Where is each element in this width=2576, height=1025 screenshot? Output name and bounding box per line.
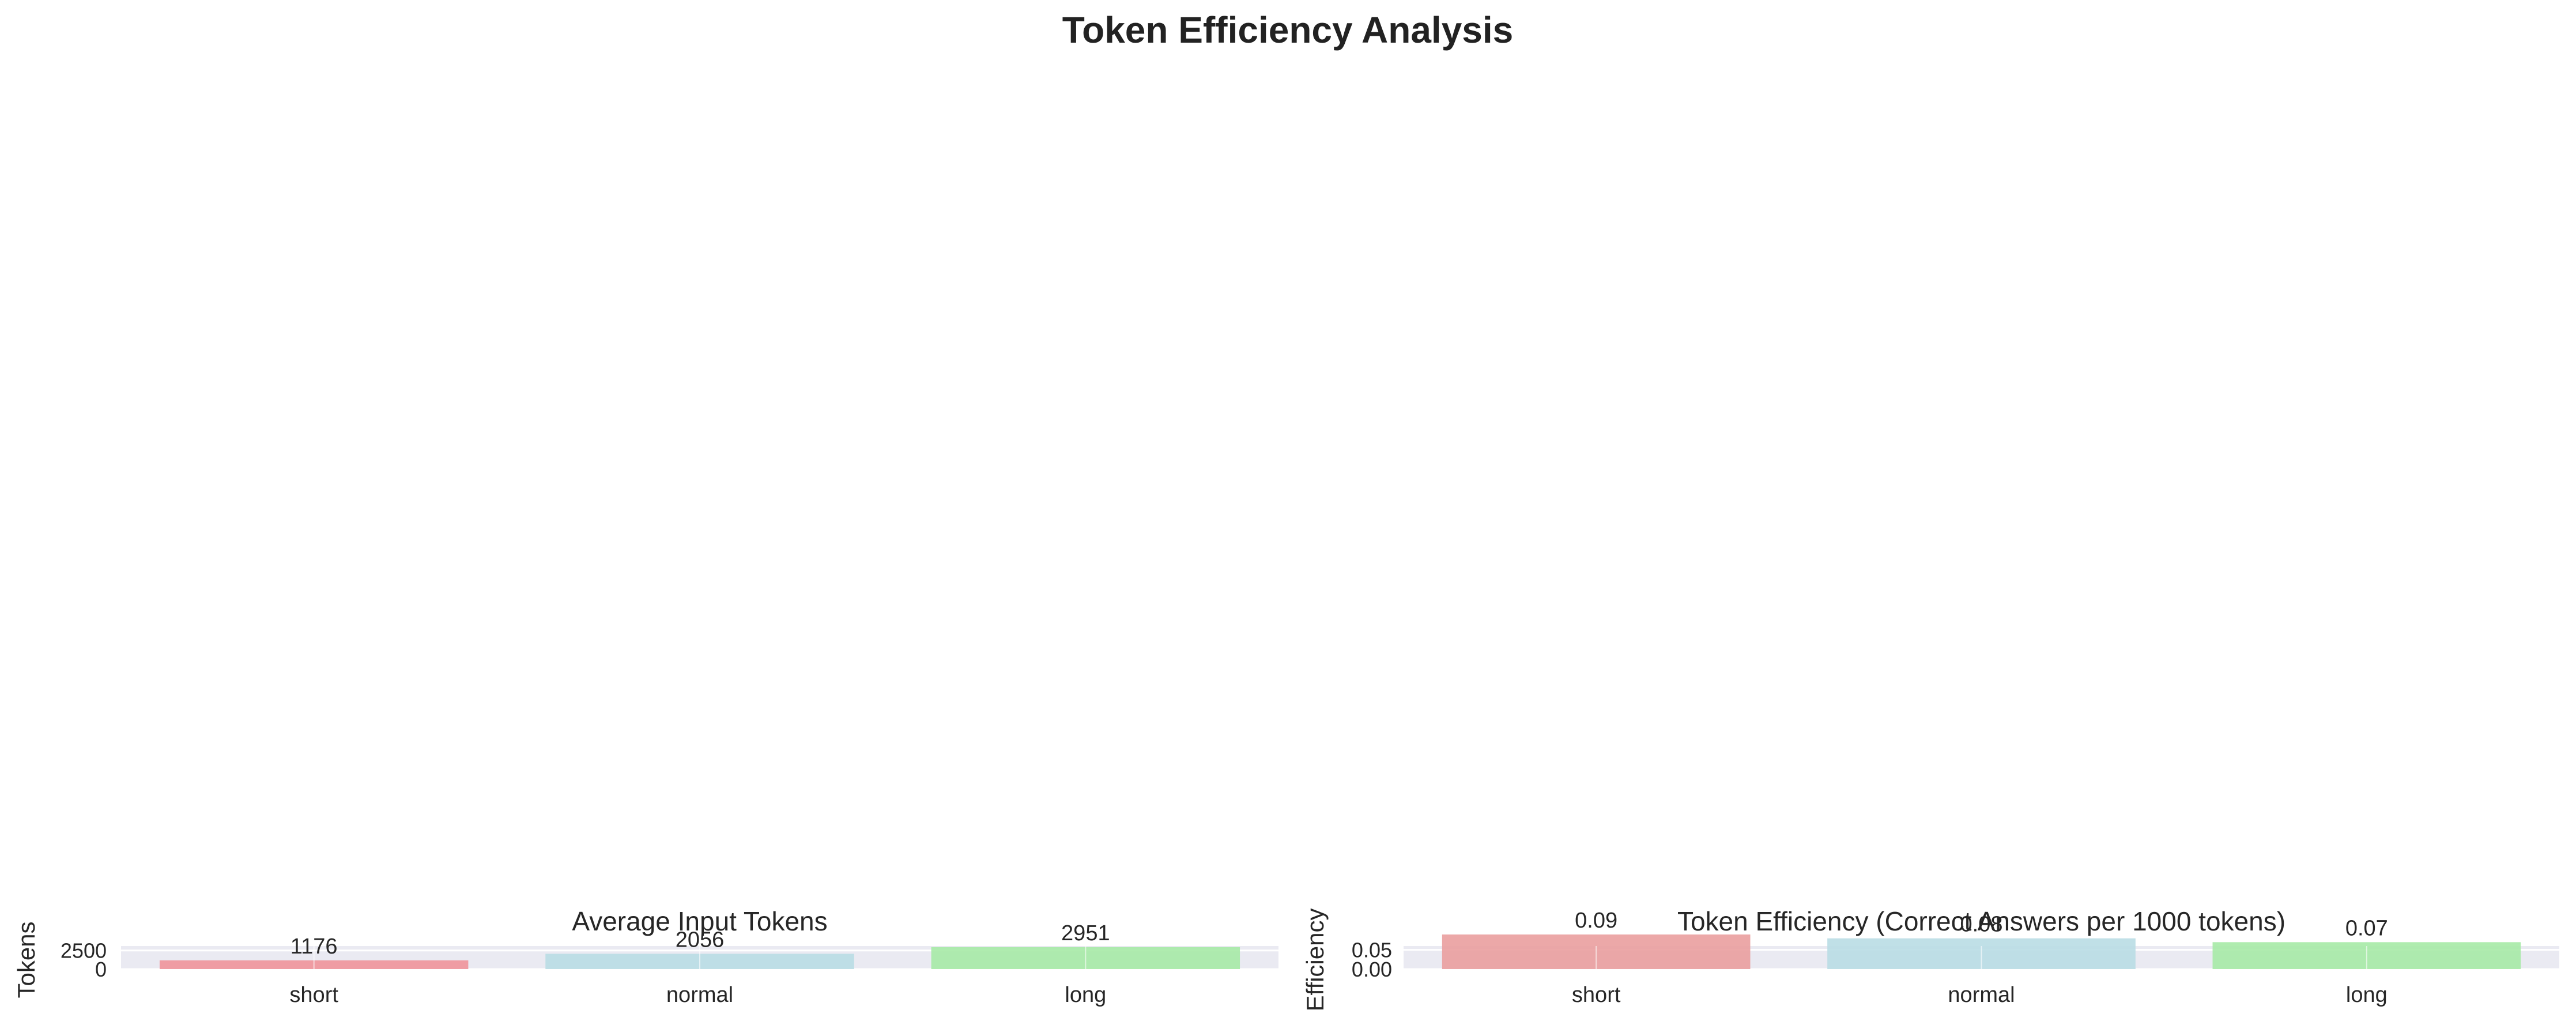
chart-title: Average Input Tokens <box>572 906 827 936</box>
x-tick-label: short <box>1572 983 1621 1007</box>
x-tick-label: long <box>1065 983 1106 1007</box>
data-label: 2951 <box>1061 921 1110 945</box>
y-tick-label: 2500 <box>61 939 107 963</box>
y-axis-label: Efficiency <box>1302 909 1329 1012</box>
data-label: 0.07 <box>2345 916 2388 940</box>
chart-2: 0.000.05 0.09 short 0.08 normal 0.07 long Token… <box>1302 906 2559 1011</box>
y-tick-label: 0 <box>95 958 107 981</box>
x-tick-label: short <box>289 983 338 1007</box>
chart-title: Token Efficiency (Correct Answers per 10… <box>1677 906 2285 936</box>
y-axis-label: Tokens <box>13 921 40 998</box>
data-label: 0.09 <box>1575 909 1617 933</box>
x-tick-label: long <box>2346 983 2388 1007</box>
y-tick-label: 0.00 <box>1352 958 1392 981</box>
data-label: 0.08 <box>1960 913 2003 937</box>
x-tick-label: normal <box>1948 983 2015 1007</box>
y-tick-label: 0.05 <box>1352 939 1392 962</box>
figure-title: Token Efficiency Analysis <box>1062 9 1514 51</box>
data-label: 1176 <box>291 934 338 959</box>
data-label: 2056 <box>676 928 725 952</box>
x-tick-label: normal <box>666 983 733 1007</box>
